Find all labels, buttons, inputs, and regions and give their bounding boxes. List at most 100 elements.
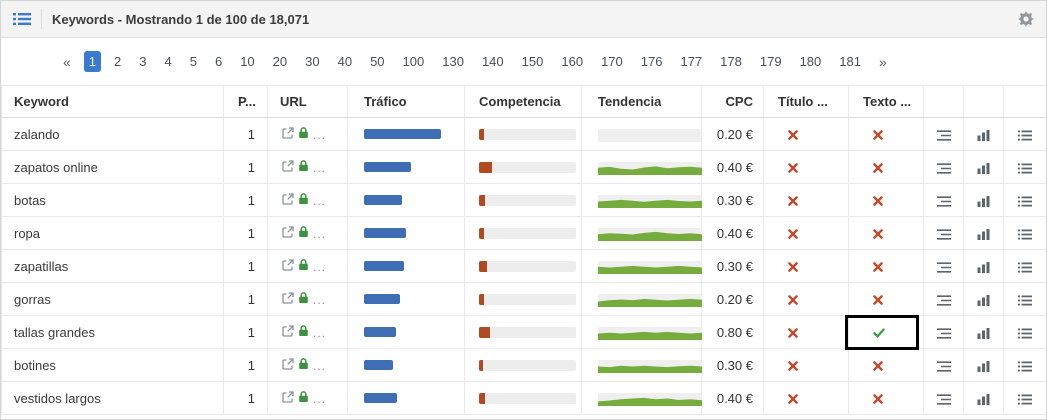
- serp-list-button[interactable]: [1003, 117, 1046, 151]
- pagination-page-6[interactable]: 6: [214, 54, 223, 69]
- settings-gear-icon[interactable]: [1018, 11, 1034, 27]
- chart-button[interactable]: [963, 117, 1004, 151]
- column-header-traffic[interactable]: Tráfico: [347, 85, 465, 118]
- keyword-cell: ropa: [1, 216, 224, 250]
- related-keywords-button[interactable]: [923, 216, 964, 250]
- related-keywords-button[interactable]: [923, 381, 964, 415]
- external-link-icon[interactable]: [282, 127, 294, 139]
- related-keywords-button[interactable]: [923, 150, 964, 184]
- pagination-page-176[interactable]: 176: [640, 54, 663, 69]
- pagination-page-150[interactable]: 150: [521, 54, 544, 69]
- keywords-table-body: zalando 1... 0.20 € zapatos online 1... 0.40 …: [1, 117, 1046, 415]
- cross-icon: [788, 196, 798, 206]
- url-cell: ...: [267, 282, 348, 316]
- text-match-cell: [848, 183, 924, 217]
- pagination-page-170[interactable]: 170: [601, 54, 623, 69]
- competition-bar: [479, 227, 576, 239]
- external-link-icon[interactable]: [282, 193, 294, 205]
- url-ellipsis: ...: [313, 194, 327, 208]
- pagination-page-140[interactable]: 140: [481, 54, 504, 69]
- url-cell: ...: [267, 117, 348, 151]
- serp-list-icon: [1018, 328, 1032, 339]
- serp-list-button[interactable]: [1003, 348, 1046, 382]
- pagination-prev[interactable]: «: [63, 53, 71, 70]
- traffic-cell: [347, 282, 465, 316]
- external-link-icon[interactable]: [282, 259, 294, 271]
- column-header-text[interactable]: Texto ...: [848, 85, 924, 118]
- chart-button[interactable]: [963, 381, 1004, 415]
- related-keywords-button[interactable]: [923, 348, 964, 382]
- traffic-bar: [364, 393, 469, 403]
- competition-bar: [479, 392, 576, 404]
- pagination-page-130[interactable]: 130: [442, 54, 464, 69]
- external-link-icon[interactable]: [282, 325, 294, 337]
- column-header-url[interactable]: URL: [267, 85, 348, 118]
- chart-button[interactable]: [963, 216, 1004, 250]
- pagination-page-2[interactable]: 2: [114, 54, 122, 69]
- pagination-page-177[interactable]: 177: [680, 54, 703, 69]
- chart-button[interactable]: [963, 150, 1004, 184]
- column-header-keyword[interactable]: Keyword: [1, 85, 224, 118]
- related-keywords-button[interactable]: [923, 117, 964, 151]
- cross-icon: [788, 295, 798, 305]
- external-link-icon[interactable]: [282, 292, 294, 304]
- pagination-page-4[interactable]: 4: [164, 54, 172, 69]
- serp-list-button[interactable]: [1003, 315, 1046, 349]
- cross-icon: [788, 394, 798, 404]
- pagination-page-20[interactable]: 20: [272, 54, 288, 69]
- pagination-page-1[interactable]: 1: [83, 51, 102, 72]
- related-keywords-icon: [936, 129, 951, 141]
- serp-list-button[interactable]: [1003, 150, 1046, 184]
- pagination-page-100[interactable]: 100: [402, 54, 425, 69]
- external-link-icon[interactable]: [282, 358, 294, 370]
- serp-list-icon: [1018, 361, 1032, 372]
- competition-cell: [464, 348, 582, 382]
- column-header-trend[interactable]: Tendencia: [581, 85, 702, 118]
- related-keywords-button[interactable]: [923, 282, 964, 316]
- serp-list-button[interactable]: [1003, 282, 1046, 316]
- keyword-cell: botas: [1, 183, 224, 217]
- serp-list-button[interactable]: [1003, 216, 1046, 250]
- external-link-icon[interactable]: [282, 160, 294, 172]
- pagination-page-30[interactable]: 30: [305, 54, 320, 69]
- related-keywords-button[interactable]: [923, 249, 964, 283]
- url-ellipsis: ...: [313, 326, 327, 340]
- pagination-page-160[interactable]: 160: [561, 54, 584, 69]
- serp-list-button[interactable]: [1003, 183, 1046, 217]
- chart-button[interactable]: [963, 282, 1004, 316]
- pagination-page-10[interactable]: 10: [240, 54, 255, 69]
- related-keywords-button[interactable]: [923, 183, 964, 217]
- pagination-next[interactable]: »: [878, 53, 887, 70]
- column-header-position[interactable]: P...: [223, 85, 268, 118]
- lock-icon: [298, 126, 309, 139]
- menu-icon[interactable]: [13, 12, 31, 26]
- pagination-page-181[interactable]: 181: [839, 54, 861, 69]
- column-header-cpc[interactable]: CPC: [701, 85, 764, 118]
- serp-list-button[interactable]: [1003, 381, 1046, 415]
- chart-button[interactable]: [963, 315, 1004, 349]
- pagination-page-40[interactable]: 40: [337, 54, 353, 69]
- trend-cell: [581, 282, 702, 316]
- trend-sparkline: [598, 161, 702, 175]
- external-link-icon[interactable]: [282, 391, 294, 403]
- chart-button[interactable]: [963, 348, 1004, 382]
- pagination-page-5[interactable]: 5: [189, 54, 197, 69]
- pagination-page-50[interactable]: 50: [370, 54, 385, 69]
- traffic-bar: [364, 327, 469, 337]
- column-header-competition[interactable]: Competencia: [464, 85, 582, 118]
- chart-button[interactable]: [963, 249, 1004, 283]
- pagination-page-179[interactable]: 179: [759, 54, 782, 69]
- text-match-cell: [848, 381, 924, 415]
- pagination-page-3[interactable]: 3: [139, 54, 147, 69]
- related-keywords-button[interactable]: [923, 315, 964, 349]
- serp-list-button[interactable]: [1003, 249, 1046, 283]
- text-match-cell: [845, 315, 924, 350]
- external-link-icon[interactable]: [282, 226, 294, 238]
- column-header-title[interactable]: Título ...: [763, 85, 849, 118]
- pagination-page-180[interactable]: 180: [799, 54, 822, 69]
- competition-bar: [479, 359, 576, 371]
- pagination-page-178[interactable]: 178: [720, 54, 742, 69]
- competition-bar: [479, 128, 576, 140]
- competition-bar: [479, 293, 576, 305]
- chart-button[interactable]: [963, 183, 1004, 217]
